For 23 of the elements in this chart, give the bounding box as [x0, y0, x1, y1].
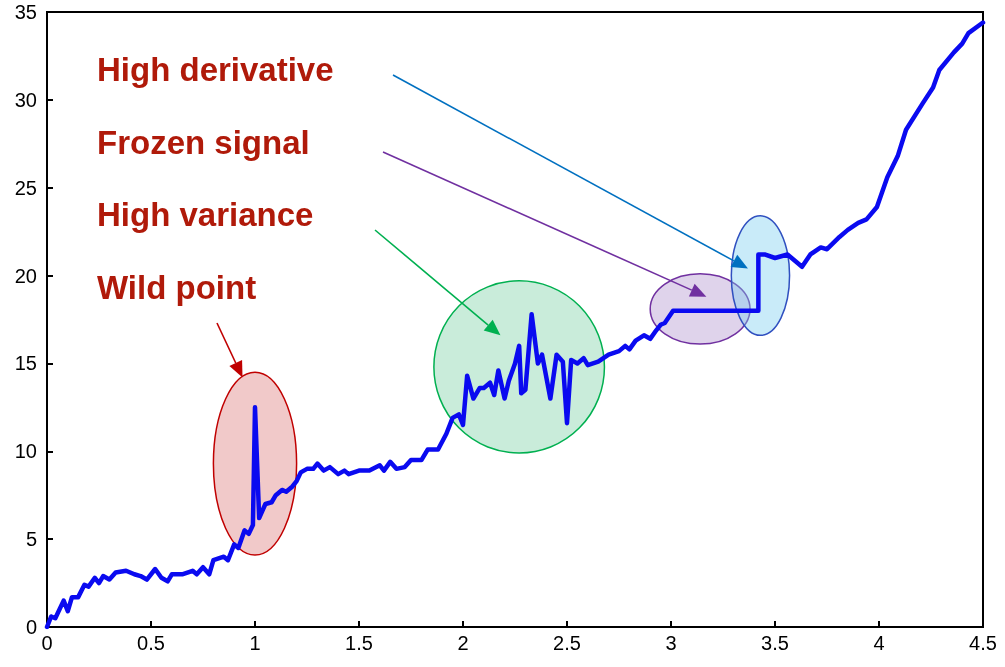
line-series	[44, 20, 986, 630]
y-tick-label: 30	[14, 88, 37, 111]
x-tick-label: 3.5	[761, 632, 789, 654]
annotation: High variance	[97, 195, 314, 233]
y-tick-label: 5	[25, 528, 37, 551]
y-tick-label: 15	[14, 352, 37, 375]
x-tick-label: 4	[873, 632, 885, 654]
y-tick-label: 20	[14, 264, 37, 287]
y-tick-label: 35	[14, 1, 37, 23]
x-tick-label: 0.5	[137, 632, 165, 654]
x-tick-label: 2	[457, 632, 469, 654]
y-tick-label: 10	[14, 440, 37, 463]
y-tick-label: 0	[25, 616, 37, 638]
x-tick-label: 1.5	[345, 632, 373, 654]
x-tick-label: 3	[665, 632, 677, 654]
x-tick-label: 4.5	[969, 632, 997, 654]
annotation: High derivative	[97, 50, 334, 88]
x-tick-label: 1	[249, 632, 261, 654]
annotation: Wild point	[97, 268, 257, 306]
x-tick-label: 2.5	[553, 632, 581, 654]
y-tick-label: 25	[14, 176, 37, 199]
x-tick-label: 0	[41, 632, 53, 654]
annotation: Frozen signal	[97, 123, 310, 161]
